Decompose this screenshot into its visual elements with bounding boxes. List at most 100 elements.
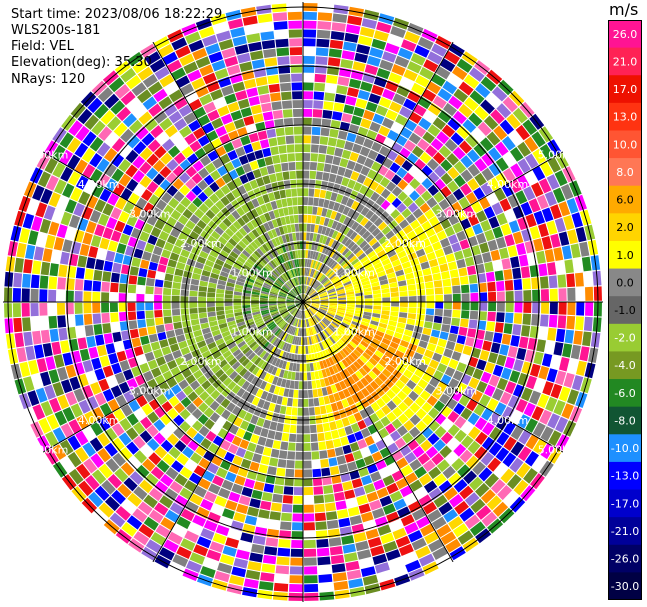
range-gate — [164, 124, 178, 138]
range-gate — [342, 543, 356, 554]
range-gate — [277, 303, 286, 305]
range-gate — [145, 539, 162, 554]
range-gate — [131, 386, 143, 399]
range-gate — [284, 415, 291, 424]
range-gate — [547, 327, 557, 341]
range-gate — [376, 21, 392, 34]
range-gate — [297, 267, 301, 276]
range-gate — [345, 285, 354, 291]
range-gate — [99, 237, 110, 250]
range-gate — [233, 118, 245, 129]
range-gate — [138, 268, 148, 278]
range-gate — [322, 318, 330, 325]
range-gate — [399, 147, 411, 159]
range-gate — [238, 154, 249, 165]
range-gate — [244, 361, 253, 370]
range-gate — [311, 302, 320, 305]
range-gate — [317, 262, 323, 271]
range-gate — [510, 163, 524, 178]
range-gate — [141, 189, 153, 202]
range-gate — [276, 377, 283, 387]
range-gate — [199, 317, 209, 324]
range-gate — [118, 144, 132, 158]
range-gate — [114, 468, 129, 483]
range-gate — [309, 179, 316, 188]
range-gate — [218, 236, 228, 245]
range-gate — [159, 179, 172, 191]
range-gate — [226, 180, 237, 191]
range-gate — [182, 208, 193, 219]
range-gate — [260, 572, 275, 582]
range-gate — [298, 337, 302, 346]
range-gate — [168, 395, 180, 407]
range-gate — [354, 332, 364, 340]
range-gate — [144, 242, 155, 253]
range-gate — [172, 349, 183, 359]
range-gate — [559, 357, 570, 372]
range-gate — [69, 214, 81, 229]
colorbar-tick-label: -8.0 — [614, 414, 635, 427]
range-gate — [232, 177, 243, 188]
range-gate — [510, 425, 524, 440]
range-gate — [232, 348, 242, 357]
range-gate — [224, 451, 235, 463]
range-gate — [125, 427, 139, 441]
range-gate — [445, 451, 459, 465]
range-gate — [454, 343, 464, 353]
range-gate — [242, 333, 252, 340]
range-gate — [531, 131, 546, 148]
range-gate — [557, 315, 567, 329]
range-gate — [334, 265, 342, 273]
range-gate — [448, 358, 459, 370]
range-gate — [300, 258, 303, 267]
range-gate — [147, 326, 157, 335]
range-gate — [269, 511, 281, 521]
range-gate — [351, 211, 360, 221]
range-gate — [286, 325, 291, 333]
range-gate — [420, 334, 430, 343]
range-gate — [54, 179, 67, 195]
range-gate — [402, 224, 413, 235]
range-gate — [371, 141, 382, 153]
range-gate — [332, 183, 341, 193]
range-gate — [522, 313, 532, 325]
range-gate — [430, 138, 444, 151]
range-gate — [468, 112, 483, 127]
range-gate — [214, 570, 230, 583]
range-gate — [328, 457, 338, 467]
range-gate — [273, 190, 281, 200]
range-gate — [409, 459, 422, 471]
range-gate — [120, 404, 133, 417]
range-gate — [430, 73, 446, 87]
range-gate — [189, 140, 202, 153]
range-gate — [457, 464, 471, 478]
range-gate — [155, 271, 165, 280]
range-gate — [315, 47, 329, 57]
range-gate — [363, 311, 372, 317]
range-gate — [111, 322, 120, 333]
range-gate — [294, 336, 298, 345]
range-gate — [208, 374, 218, 384]
range-gate — [314, 224, 319, 233]
range-gate — [333, 411, 341, 421]
range-gate — [295, 299, 303, 302]
range-gate — [246, 33, 261, 44]
range-gate — [303, 299, 311, 302]
range-gate — [67, 137, 82, 153]
range-gate — [208, 316, 217, 322]
range-gate — [12, 303, 21, 318]
range-gate — [363, 138, 374, 149]
range-gate — [501, 136, 516, 151]
range-gate — [253, 238, 262, 248]
range-gate — [208, 282, 217, 289]
range-gate — [221, 207, 231, 217]
range-gate — [327, 288, 335, 293]
range-gate — [52, 427, 67, 443]
range-gate — [313, 495, 325, 504]
range-gate — [501, 258, 511, 270]
colorbar-swatch — [608, 379, 642, 408]
range-gate — [224, 122, 236, 133]
range-gate — [310, 294, 319, 299]
range-gate — [432, 352, 443, 363]
range-gate — [259, 214, 267, 224]
